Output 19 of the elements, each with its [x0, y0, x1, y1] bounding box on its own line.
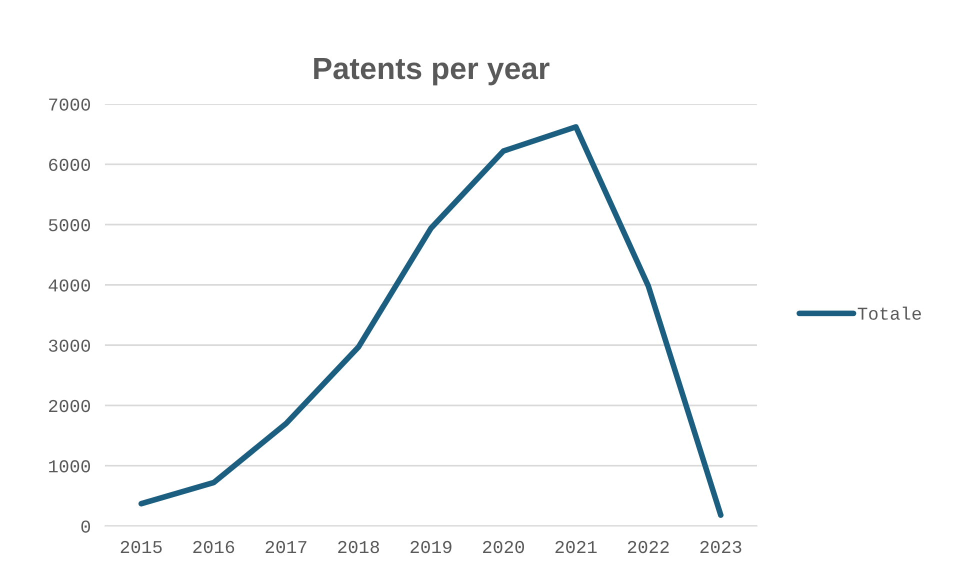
y-tick-label: 3000 [48, 340, 90, 352]
x-tick-label: 2022 [628, 540, 669, 554]
y-tick-label: 0 [81, 520, 90, 533]
y-tick-label: 2000 [49, 400, 90, 412]
x-tick-label: 2015 [120, 540, 162, 554]
x-tick-label: 2019 [410, 540, 452, 554]
x-tick-label: 2020 [483, 540, 524, 554]
legend-label: Totale [858, 306, 921, 320]
x-tick-label: 2017 [266, 540, 306, 554]
x-tick-label: 2016 [193, 540, 234, 554]
y-tick-label: 6000 [49, 158, 90, 172]
y-tick-label: 7000 [49, 98, 90, 111]
y-tick-label: 4000 [48, 279, 90, 292]
x-tick-label: 2023 [700, 540, 742, 554]
chart-title: Patents per year [314, 58, 550, 86]
x-tick-label: 2021 [555, 540, 597, 554]
y-tick-label: 5000 [48, 219, 90, 232]
y-tick-label: 1000 [49, 460, 90, 472]
x-tick-label: 2018 [338, 540, 380, 554]
